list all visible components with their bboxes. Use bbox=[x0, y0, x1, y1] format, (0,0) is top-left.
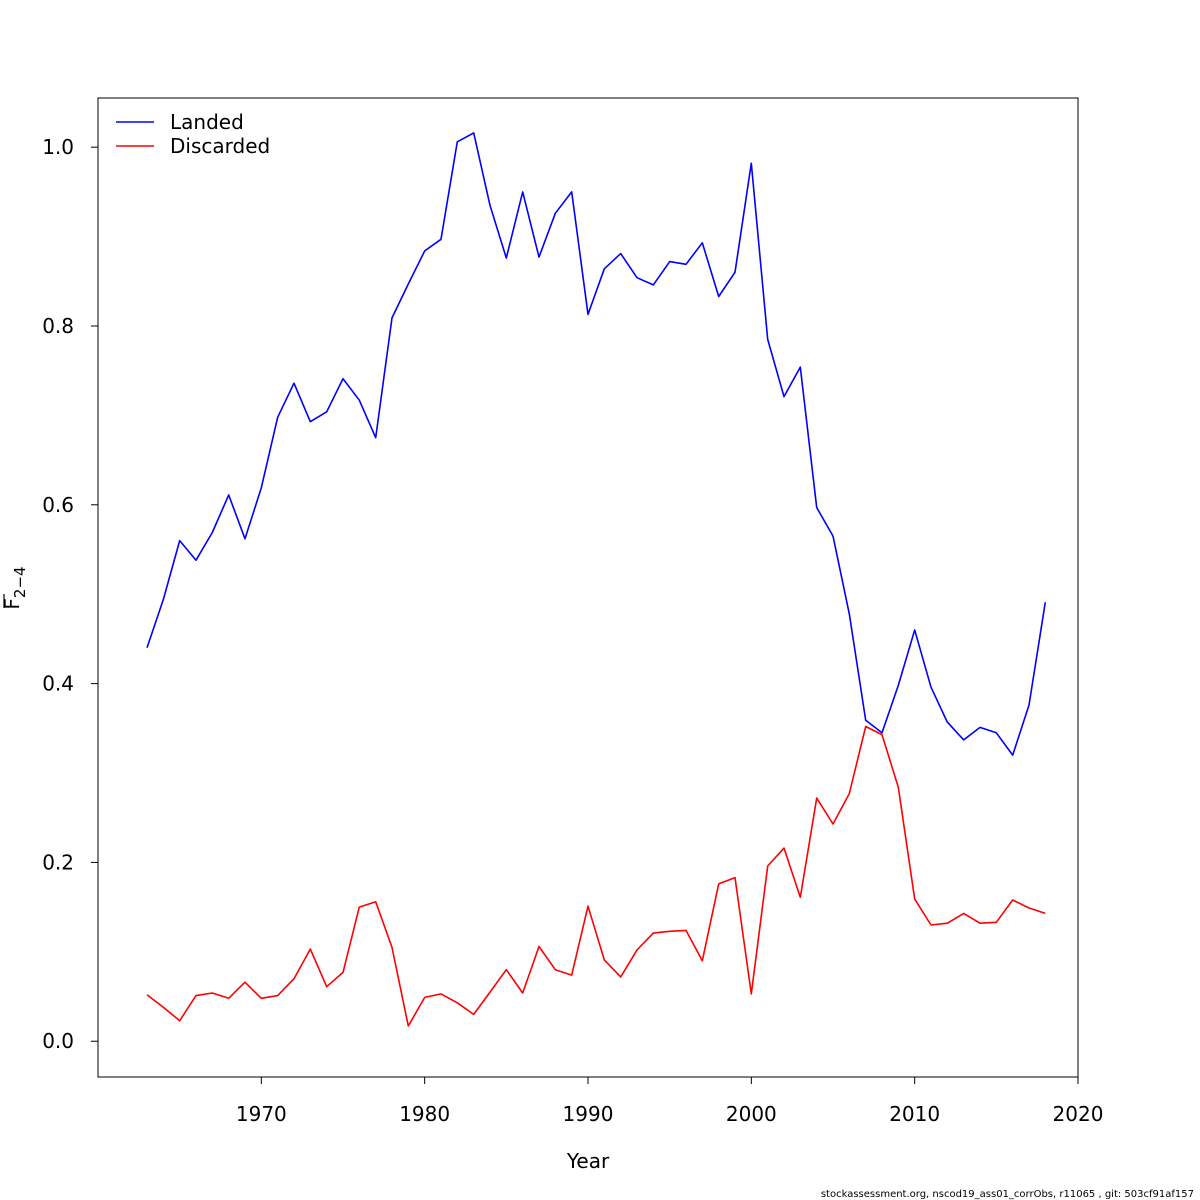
y-axis-title-subscript: 2−4 bbox=[11, 566, 29, 598]
series-line-landed bbox=[146, 132, 1047, 756]
y-tick-label: 0.4 bbox=[42, 672, 74, 696]
y-axis-title-main: F bbox=[0, 598, 24, 610]
x-tick-label: 1980 bbox=[399, 1102, 450, 1126]
series-line-discarded bbox=[146, 725, 1046, 1027]
x-tick-label: 2010 bbox=[889, 1102, 940, 1126]
x-tick-label: 1970 bbox=[236, 1102, 287, 1126]
y-tick-label: 0.8 bbox=[42, 314, 74, 338]
y-tick-label: 0.0 bbox=[42, 1029, 74, 1053]
x-tick-label: 2000 bbox=[726, 1102, 777, 1126]
x-axis: 1970 1980 1990 2000 2010 2020 bbox=[236, 1076, 1104, 1126]
plot-frame bbox=[97, 97, 1079, 1078]
y-axis-title: F2−4 bbox=[0, 566, 29, 609]
y-axis: 0.0 0.2 0.4 0.6 0.8 1.0 bbox=[42, 135, 99, 1053]
x-tick-label: 1990 bbox=[563, 1102, 614, 1126]
y-tick-label: 1.0 bbox=[42, 135, 74, 159]
y-tick-label: 0.6 bbox=[42, 493, 74, 517]
x-axis-title: Year bbox=[566, 1149, 610, 1173]
legend-label-discarded: Discarded bbox=[170, 134, 270, 158]
footer-text: stockassessment.org, nscod19_ass01_corrO… bbox=[821, 1189, 1194, 1200]
svg-text:F2−4: F2−4 bbox=[0, 566, 29, 609]
x-tick-label: 2020 bbox=[1053, 1102, 1104, 1126]
legend-label-landed: Landed bbox=[170, 110, 244, 134]
series-layer bbox=[146, 132, 1047, 1027]
y-tick-label: 0.2 bbox=[42, 850, 74, 874]
